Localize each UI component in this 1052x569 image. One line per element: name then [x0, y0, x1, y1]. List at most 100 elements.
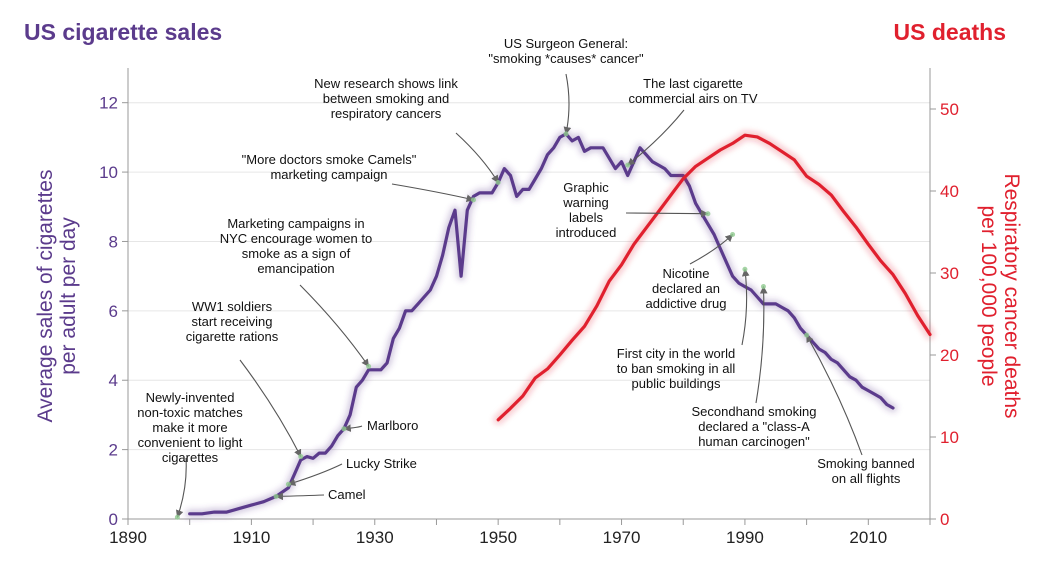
annotation-first-city: First city in the world to ban smoking in…	[617, 266, 750, 391]
annotation-line: emancipation	[257, 261, 334, 276]
annotation-arrow	[806, 334, 863, 456]
annotation-target-dot	[285, 481, 291, 487]
right-tick-label: 50	[940, 100, 959, 119]
left-chart-title: US cigarette sales	[24, 19, 222, 45]
annotation-text: US Surgeon General: "smoking *causes* can…	[488, 36, 644, 66]
axes	[122, 68, 936, 525]
annotation-camel: Camel	[273, 487, 366, 502]
annotation-arrow	[755, 285, 768, 404]
annotation-line: human carcinogen"	[698, 434, 810, 449]
annotation-line: Newly-invented	[146, 390, 235, 405]
tick-labels: 1890 1910 1930 1950 1970 1990 2010 0 2 4 6 8 10 12 0 10…	[99, 94, 959, 547]
annotation-line: Lucky Strike	[346, 456, 417, 471]
annotation-nyc: Marketing campaigns in NYC encourage wome…	[220, 216, 372, 369]
annotation-arrow	[239, 359, 302, 458]
annotation-target-dot	[760, 284, 766, 290]
annotation-text: The last cigarette commercial airs on TV	[628, 76, 757, 106]
annotation-text: Smoking banned on all flights	[817, 456, 915, 486]
annotation-arrow	[391, 183, 475, 203]
annotation-line: labels	[569, 210, 603, 225]
annotation-text: Marketing campaigns in NYC encourage wome…	[220, 216, 372, 276]
left-tick-label: 10	[99, 163, 118, 182]
annotation-line: on all flights	[832, 471, 901, 486]
annotation-arrow	[175, 457, 187, 518]
annotation-line: make it more	[152, 420, 227, 435]
annotation-arrow	[299, 284, 370, 367]
x-tick-label: 1970	[603, 528, 641, 547]
annotation-line: warning	[562, 195, 609, 210]
annotation-arrow	[627, 109, 685, 166]
annotation-line: start receiving	[192, 314, 273, 329]
annotation-text: Marlboro	[367, 418, 418, 433]
left-tick-label: 12	[99, 94, 118, 113]
annotation-target-dot	[705, 211, 711, 217]
annotation-target-dot	[273, 493, 279, 499]
annotation-line: respiratory cancers	[331, 106, 442, 121]
annotation-line: Secondhand smoking	[691, 404, 816, 419]
annotation-line: New research shows link	[314, 76, 458, 91]
annotation-target-dot	[366, 363, 372, 369]
annotation-line: Graphic	[563, 180, 609, 195]
annotation-text: Camel	[328, 487, 366, 502]
annotation-line: non-toxic matches	[137, 405, 243, 420]
right-tick-label: 20	[940, 346, 959, 365]
annotation-line: Marketing campaigns in	[227, 216, 364, 231]
annotation-lucky: Lucky Strike	[285, 456, 417, 487]
annotation-line: NYC encourage women to	[220, 231, 372, 246]
annotation-text: New research shows link between smoking a…	[314, 76, 458, 121]
annotation-target-dot	[625, 162, 631, 168]
annotation-line: cigarette rations	[186, 329, 279, 344]
x-tick-label: 1910	[232, 528, 270, 547]
annotation-line: Marlboro	[367, 418, 418, 433]
annotations: Newly-invented non-toxic matches make it m…	[137, 36, 915, 520]
annotation-line: marketing campaign	[270, 167, 387, 182]
right-tick-label: 40	[940, 182, 959, 201]
annotation-line: introduced	[556, 225, 617, 240]
deaths-series-line	[496, 133, 932, 422]
x-tick-label: 1950	[479, 528, 517, 547]
axis-label-line: per 100,000 people	[977, 206, 1000, 387]
annotation-marlboro: Marlboro	[341, 418, 418, 433]
annotation-target-dot	[341, 426, 347, 432]
annotation-line: US Surgeon General:	[504, 36, 628, 51]
left-tick-label: 8	[109, 232, 118, 251]
annotation-line: The last cigarette	[643, 76, 743, 91]
annotation-text: Lucky Strike	[346, 456, 417, 471]
annotation-target-dot	[742, 266, 748, 272]
annotation-arrow	[275, 492, 325, 501]
annotation-line: WW1 soldiers	[192, 299, 273, 314]
annotation-ww1: WW1 soldiers start receiving cigarette rat…	[186, 299, 304, 460]
annotation-line: declared a "class-A	[698, 419, 810, 434]
annotation-line: cigarettes	[162, 450, 219, 465]
annotation-text: "More doctors smoke Camels" marketing cam…	[242, 152, 417, 182]
right-tick-label: 30	[940, 264, 959, 283]
left-tick-label: 2	[109, 441, 118, 460]
annotation-surgeon: US Surgeon General: "smoking *causes* can…	[488, 36, 644, 137]
annotation-line: public buildings	[632, 376, 721, 391]
left-tick-label: 4	[109, 371, 118, 390]
annotation-arrow	[625, 209, 709, 218]
axis-label-line: per adult per day	[57, 217, 80, 375]
x-tick-label: 1890	[109, 528, 147, 547]
annotation-nicotine: Nicotine declared an addictive drug	[646, 232, 736, 311]
x-tick-label: 2010	[849, 528, 887, 547]
annotation-tv: The last cigarette commercial airs on TV	[625, 76, 758, 168]
annotation-arrow	[455, 132, 499, 184]
annotation-text: First city in the world to ban smoking in…	[617, 346, 736, 391]
annotation-target-dot	[804, 332, 810, 338]
annotation-line: addictive drug	[646, 296, 727, 311]
annotation-text: WW1 soldiers start receiving cigarette rat…	[186, 299, 279, 344]
gridlines	[128, 102, 930, 451]
right-tick-label: 10	[940, 428, 959, 447]
axis-label-line: Respiratory cancer deaths	[1000, 173, 1023, 418]
annotation-line: "More doctors smoke Camels"	[242, 152, 417, 167]
annotation-text: Graphic warning labels introduced	[556, 180, 617, 240]
annotation-arrow	[287, 463, 343, 486]
annotation-line: between smoking and	[323, 91, 449, 106]
left-y-axis-label: Average sales of cigarettesper adult per…	[34, 170, 80, 423]
annotation-text: Nicotine declared an addictive drug	[646, 266, 727, 311]
annotation-text: Newly-invented non-toxic matches make it m…	[137, 390, 243, 465]
annotation-warning: Graphic warning labels introduced	[556, 180, 711, 240]
annotation-line: declared an	[652, 281, 720, 296]
